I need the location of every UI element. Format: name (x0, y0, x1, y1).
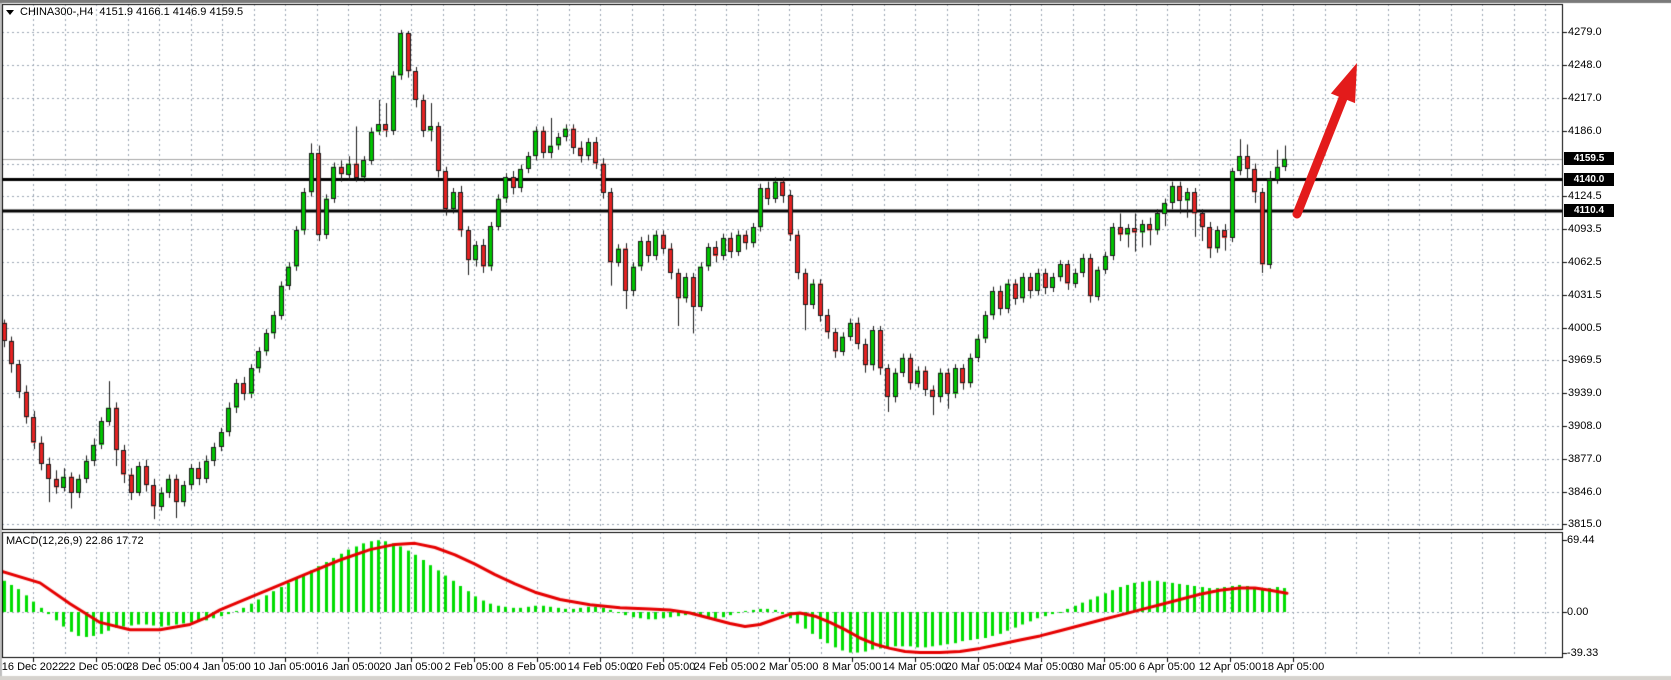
time-axis-label: 30 Mar 05:00 (1071, 661, 1137, 673)
price-axis-label: 3908.0 (1568, 419, 1602, 432)
macd-indicator-label: MACD(12,26,9) 22.86 17.72 (6, 535, 144, 547)
price-axis-label: 4124.5 (1568, 189, 1602, 202)
time-axis-label: 28 Dec 05:00 (126, 661, 192, 673)
price-badge: 4140.0 (1564, 173, 1614, 187)
price-axis-label: 4248.0 (1568, 58, 1602, 71)
price-axis-label: 4031.5 (1568, 288, 1602, 301)
price-badge: 4159.5 (1564, 152, 1614, 166)
time-axis-label: 20 Mar 05:00 (945, 661, 1011, 673)
macd-axis-label: 69.44 (1567, 533, 1595, 546)
time-axis-label: 14 Mar 05:00 (882, 661, 948, 673)
time-axis-label: 24 Feb 05:00 (693, 661, 759, 673)
chart-title-bar: CHINA300-,H4 4151.9 4166.1 4146.9 4159.5 (6, 5, 243, 19)
price-axis-label: 4093.5 (1568, 222, 1602, 235)
price-axis-label: 4279.0 (1568, 26, 1602, 38)
price-axis-label: 3815.0 (1568, 518, 1602, 531)
time-axis-label: 8 Feb 05:00 (507, 661, 567, 673)
time-axis-label: 8 Mar 05:00 (822, 661, 882, 673)
time-axis-label: 2 Feb 05:00 (444, 661, 504, 673)
price-axis-label: 3969.5 (1568, 354, 1602, 367)
time-axis-label: 16 Jan 05:00 (316, 661, 380, 673)
triangle-down-icon[interactable] (6, 10, 14, 15)
price-axis-label: 4217.0 (1568, 91, 1602, 104)
price-axis-label: 3877.0 (1568, 452, 1602, 465)
time-axis-label: 12 Apr 05:00 (1198, 661, 1262, 673)
time-axis-label: 4 Jan 05:00 (193, 661, 251, 673)
macd-axis-label: 0.00 (1567, 606, 1589, 618)
price-axis-label: 3939.0 (1568, 386, 1602, 399)
time-axis-label: 22 Dec 05:00 (63, 661, 129, 673)
price-badge: 4110.4 (1564, 204, 1614, 218)
time-axis-label: 2 Mar 05:00 (759, 661, 819, 673)
symbol-period-label: CHINA300-,H4 (20, 6, 94, 18)
time-axis-label: 6 Apr 05:00 (1138, 661, 1196, 673)
time-axis-label: 20 Feb 05:00 (630, 661, 696, 673)
time-axis-label: 24 Mar 05:00 (1008, 661, 1074, 673)
price-axis-label: 4000.5 (1568, 321, 1602, 334)
macd-axis-label: -39.33 (1567, 646, 1599, 659)
price-axis-label: 4186.0 (1568, 124, 1602, 137)
time-axis-label: 14 Feb 05:00 (567, 661, 633, 673)
quote-ohlc-label: 4151.9 4166.1 4146.9 4159.5 (99, 6, 244, 18)
time-axis-label: 20 Jan 05:00 (379, 661, 443, 673)
price-axis-label: 4062.5 (1568, 255, 1602, 268)
price-axis-label: 3846.0 (1568, 485, 1602, 498)
time-axis-label: 16 Dec 2022 (1, 661, 65, 673)
time-axis-label: 18 Apr 05:00 (1261, 661, 1325, 673)
time-axis-label: 10 Jan 05:00 (253, 661, 317, 673)
